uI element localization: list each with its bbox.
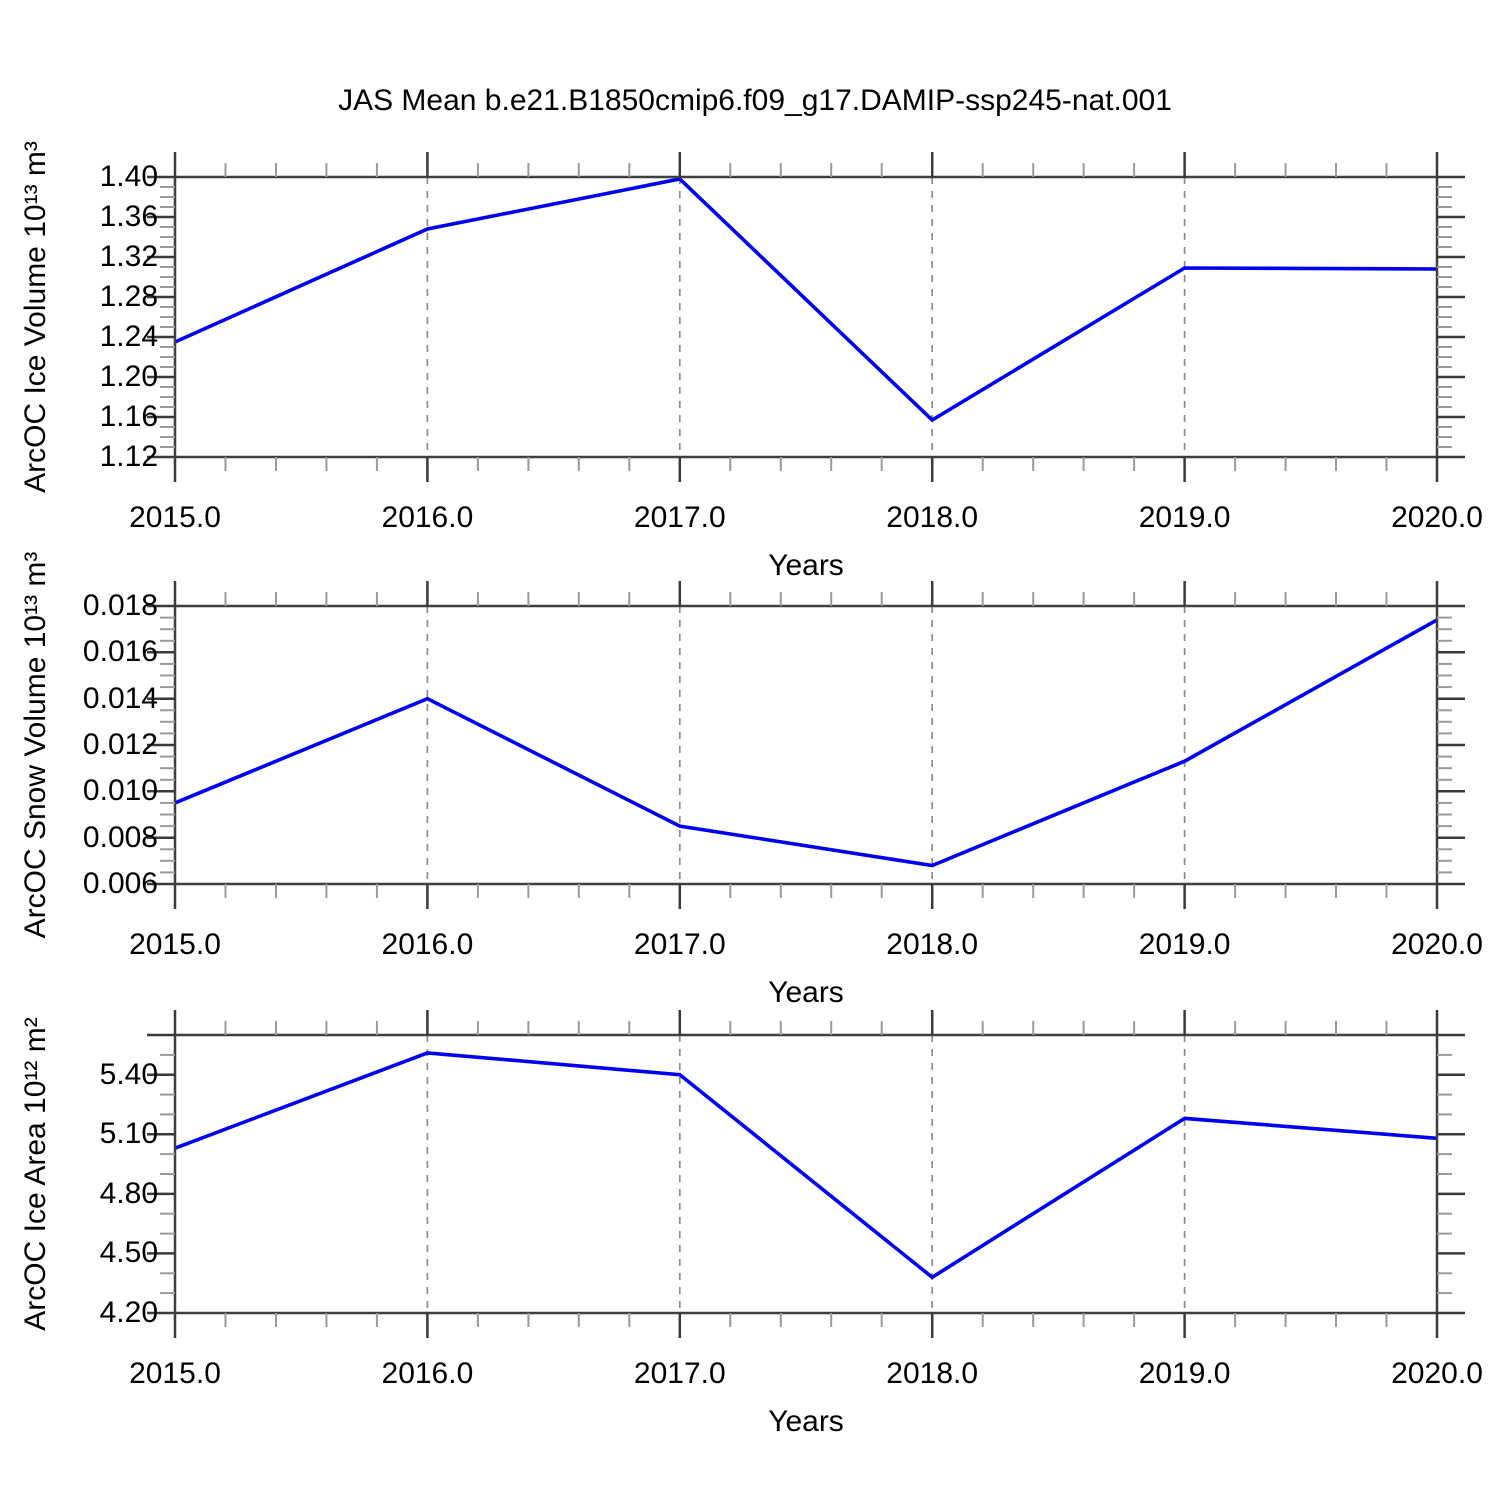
y-tick-label: 4.50	[99, 1236, 158, 1270]
y-tick-label: 4.80	[99, 1176, 158, 1210]
x-tick-label: 2019.0	[1138, 501, 1231, 534]
x-tick-label: 2020.0	[1391, 501, 1483, 534]
x-tick-label: 2015.0	[129, 1357, 221, 1390]
x-tick-label: 2016.0	[381, 1357, 474, 1390]
y-tick-label: 1.24	[99, 320, 158, 353]
y-tick-label: 5.40	[99, 1057, 158, 1091]
y-tick-label: 0.018	[82, 589, 158, 622]
data-line	[174, 1051, 1438, 1280]
x-axis-title-years: Years	[768, 549, 844, 582]
ice-area-plot-area	[147, 1010, 1465, 1338]
figure-title: JAS Mean b.e21.B1850cmip6.f09_g17.DAMIP-…	[338, 84, 1172, 117]
y-tick-label: 0.012	[82, 728, 158, 761]
y-tick-label: 0.016	[82, 635, 158, 669]
x-tick-label: 2020.0	[1391, 1357, 1483, 1390]
plot-frame	[173, 604, 1439, 886]
x-tick-label: 2019.0	[1138, 1357, 1231, 1390]
x-tick-label: 2017.0	[633, 928, 726, 961]
x-tick-label: 2018.0	[886, 501, 979, 534]
x-tick-label: 2016.0	[381, 501, 474, 534]
y-tick-label: 0.008	[82, 820, 158, 854]
x-axis-title-years: Years	[768, 1405, 844, 1438]
x-tick-label: 2018.0	[886, 1357, 979, 1390]
y-tick-label: 1.32	[99, 240, 158, 273]
y-tick-label: 0.006	[82, 867, 158, 900]
y-tick-label: 0.010	[82, 774, 158, 808]
x-tick-label: 2018.0	[886, 928, 979, 961]
y-tick-label: 1.36	[99, 200, 158, 233]
x-tick-label: 2015.0	[129, 501, 221, 534]
x-tick-label: 2017.0	[633, 501, 726, 534]
y-tick-label: 4.20	[99, 1296, 158, 1329]
x-tick-label: 2016.0	[381, 928, 474, 961]
x-axis-title-years: Years	[768, 976, 844, 1009]
y-tick-label: 1.20	[99, 360, 158, 393]
y-tick-label: 1.40	[99, 160, 158, 193]
y-tick-label: 1.16	[99, 400, 158, 433]
x-tick-label: 2019.0	[1138, 928, 1231, 961]
snow-volume-plot-area	[147, 581, 1465, 909]
y-tick-label: 5.10	[99, 1117, 158, 1151]
data-line	[174, 618, 1438, 868]
plot-frame	[173, 175, 1439, 459]
x-tick-label: 2020.0	[1391, 928, 1483, 961]
x-tick-label: 2015.0	[129, 928, 221, 961]
y-tick-label: 1.12	[99, 440, 158, 473]
ice-volume-plot-area	[147, 152, 1465, 482]
y-tick-label: 0.014	[82, 681, 158, 715]
y-tick-label: 1.28	[99, 280, 158, 313]
x-tick-label: 2017.0	[633, 1357, 726, 1390]
data-line	[174, 177, 1438, 423]
